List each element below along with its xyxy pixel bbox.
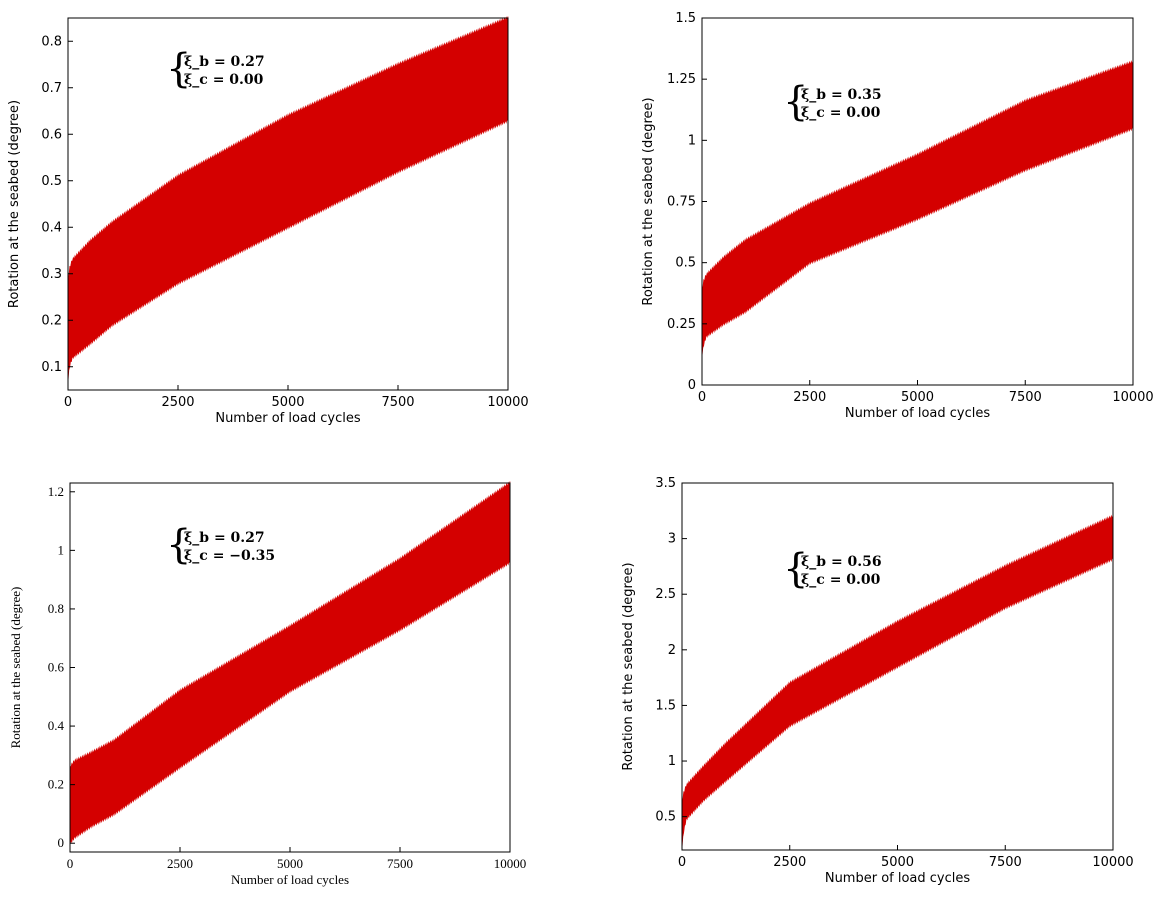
- y-tick-label: 0.5: [675, 256, 696, 271]
- rotation-band-top-left: [67, 16, 509, 383]
- y-tick-label: 1.2: [48, 484, 64, 499]
- x-tick-label: 7500: [387, 856, 413, 871]
- annotation-line: ξ_c = 0.00: [801, 105, 881, 121]
- chart-panel-top-right: 0 2500 5000 7500 10000 0 0.25 0.5 0.75 1 1.25 1.5 Nu…: [641, 11, 1154, 421]
- x-tick-label: 7500: [989, 855, 1022, 870]
- y-tick-label: 0.5: [655, 810, 676, 825]
- y-tick-label: 0.4: [48, 718, 65, 733]
- y-tick-label: 0.7: [41, 81, 62, 96]
- y-tick-label: 0.6: [41, 127, 62, 142]
- x-tick-label: 5000: [901, 390, 934, 405]
- annotation-line: ξ_b = 0.56: [801, 554, 882, 570]
- chart-panel-bottom-right: 0 2500 5000 7500 10000 0.5 1 1.5 2 2.5 3 3.5 Number …: [621, 476, 1134, 886]
- y-tick-label: 1.5: [675, 11, 696, 26]
- y-tick-label: 0.5: [41, 174, 62, 189]
- x-tick-label: 2500: [793, 390, 826, 405]
- x-axis-title: Number of load cycles: [215, 411, 361, 426]
- x-tick-label: 2500: [167, 856, 193, 871]
- x-tick-label: 5000: [271, 395, 304, 410]
- y-tick-label: 0.2: [48, 777, 64, 792]
- x-tick-label: 5000: [277, 856, 303, 871]
- x-tick-label: 2500: [161, 395, 194, 410]
- x-tick-label: 0: [678, 855, 686, 870]
- y-tick-label: 1.25: [667, 72, 696, 87]
- annotation-left-brace: {: [166, 522, 191, 568]
- y-tick-label: 0.25: [667, 317, 696, 332]
- annotation-left-brace: {: [166, 46, 191, 92]
- x-tick-label: 7500: [1009, 390, 1042, 405]
- rotation-band-bottom-right: [681, 514, 1114, 850]
- y-tick-label: 0.8: [41, 34, 62, 49]
- y-tick-label: 1: [668, 754, 676, 769]
- y-tick-label: 0.4: [41, 220, 62, 235]
- y-tick-label: 0.75: [667, 195, 696, 210]
- x-tick-label: 0: [698, 390, 706, 405]
- y-axis-title: Rotation at the seabed (degree): [7, 100, 22, 308]
- y-tick-label: 0.1: [41, 360, 62, 375]
- rotation-band-bottom-left: [69, 481, 511, 845]
- y-tick-label: 1.5: [655, 698, 676, 713]
- annotation-line: ξ_b = 0.35: [801, 87, 882, 103]
- y-axis-title: Rotation at the seabed (degree): [8, 587, 23, 749]
- y-tick-label: 3: [668, 532, 676, 547]
- annotation-line: ξ_c = 0.00: [801, 572, 881, 588]
- y-tick-label: 2.5: [655, 587, 676, 602]
- chart-panel-bottom-left: 0 2500 5000 7500 10000 0 0.2 0.4 0.6 0.8 1 1.2 Numbe…: [8, 481, 527, 887]
- rotation-band-top-right: [701, 60, 1134, 358]
- x-tick-label: 10000: [487, 395, 528, 410]
- x-tick-label: 0: [67, 856, 74, 871]
- y-axis-title: Rotation at the seabed (degree): [621, 562, 636, 770]
- y-tick-label: 0.3: [41, 267, 62, 282]
- y-tick-label: 3.5: [655, 476, 676, 491]
- x-tick-label: 7500: [381, 395, 414, 410]
- annotation-left-brace: {: [783, 546, 808, 592]
- y-tick-label: 1: [688, 133, 696, 148]
- chart-panel-top-left: 0 2500 5000 7500 10000 0.1 0.2 0.3 0.4 0.5 0.6 0.7 0…: [7, 16, 529, 426]
- x-axis-title: Number of load cycles: [825, 871, 971, 886]
- annotation-line: ξ_b = 0.27: [184, 530, 265, 546]
- y-tick-label: 0.6: [48, 660, 65, 675]
- y-tick-label: 0: [58, 835, 65, 850]
- y-tick-label: 0: [688, 378, 696, 393]
- annotation-line: ξ_c = −0.35: [184, 548, 275, 564]
- annotation-left-brace: {: [783, 79, 808, 125]
- y-tick-label: 0.8: [48, 601, 64, 616]
- x-tick-label: 10000: [494, 856, 527, 871]
- x-tick-label: 10000: [1112, 390, 1153, 405]
- x-axis-title: Number of load cycles: [231, 872, 349, 887]
- x-tick-label: 10000: [1092, 855, 1133, 870]
- annotation-line: ξ_c = 0.00: [184, 72, 264, 88]
- x-tick-label: 0: [64, 395, 72, 410]
- y-tick-label: 0.2: [41, 313, 62, 328]
- x-tick-label: 2500: [773, 855, 806, 870]
- x-tick-label: 5000: [881, 855, 914, 870]
- y-tick-label: 1: [58, 542, 65, 557]
- y-axis-title: Rotation at the seabed (degree): [641, 97, 656, 305]
- annotation-line: ξ_b = 0.27: [184, 54, 265, 70]
- x-axis-title: Number of load cycles: [845, 406, 991, 421]
- y-tick-label: 2: [668, 643, 676, 658]
